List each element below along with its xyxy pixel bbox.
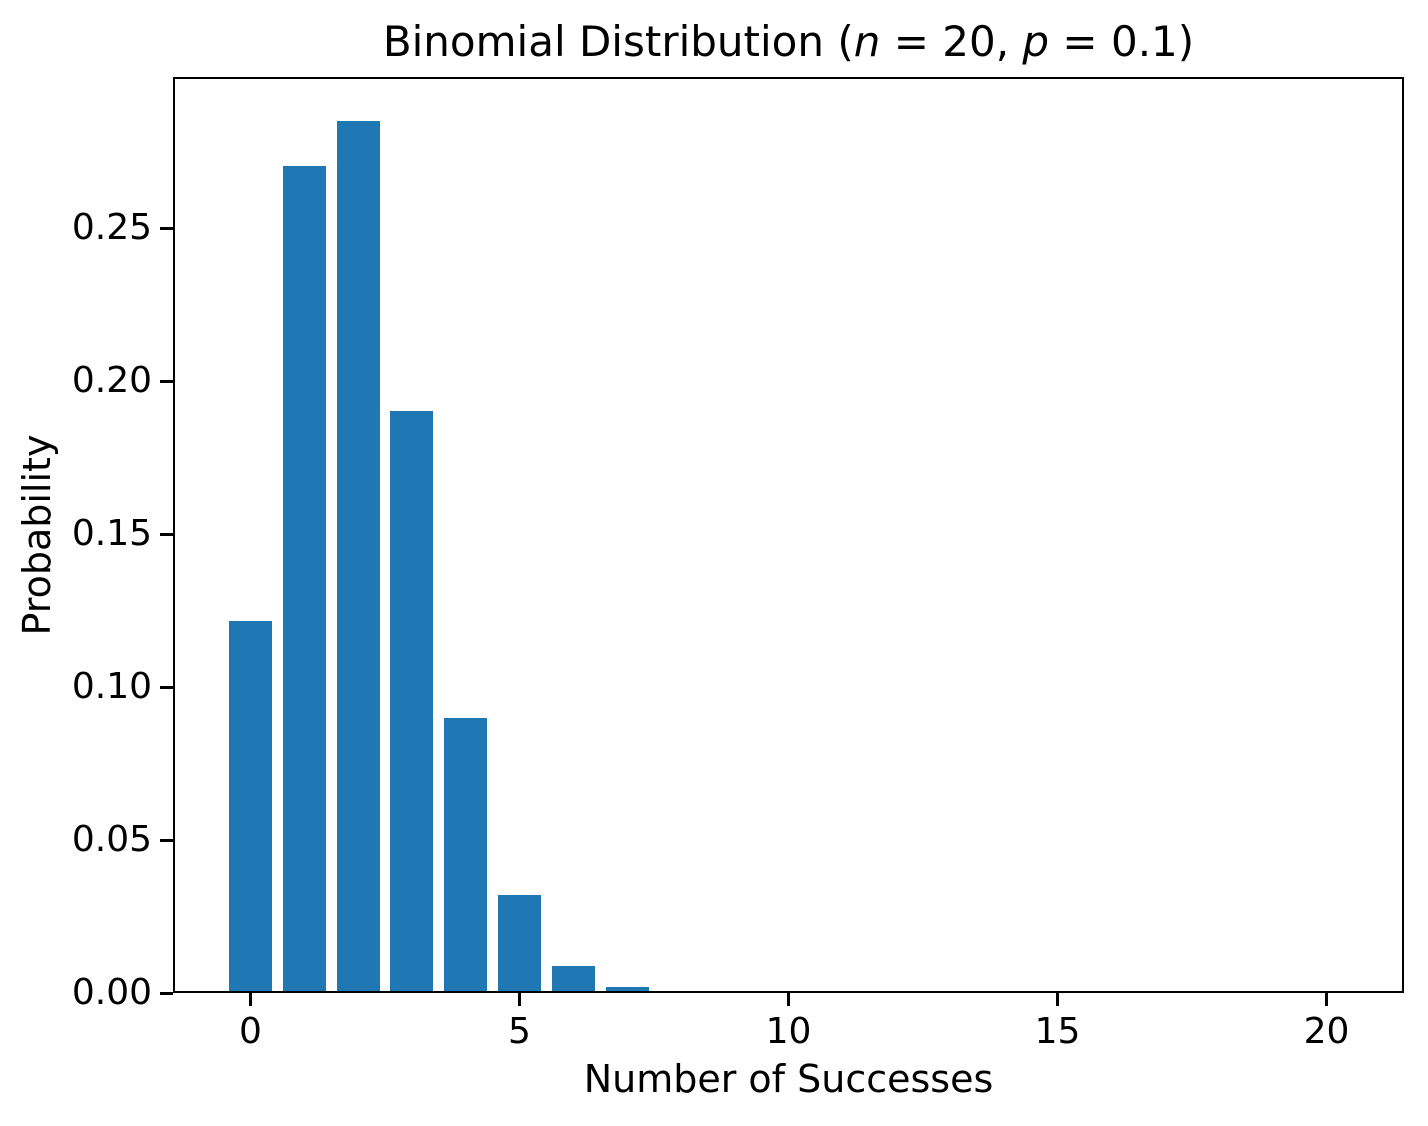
title-math-var: n: [853, 17, 881, 66]
y-axis-label: Probability: [15, 434, 60, 636]
x-axis-label: Number of Successes: [583, 1057, 994, 1101]
y-tick-label: 0.00: [71, 972, 152, 1013]
chart-title: Binomial Distribution (n = 20, p = 0.1): [173, 17, 1404, 66]
x-tick-mark: [787, 993, 790, 1006]
x-tick-label: 10: [765, 1011, 812, 1052]
y-tick-mark: [160, 685, 173, 689]
x-tick-label: 0: [239, 1011, 262, 1052]
title-text: = 20,: [880, 17, 1023, 66]
y-tick-label: 0.25: [71, 207, 152, 249]
y-tick-mark: [160, 991, 173, 995]
title-text: Binomial Distribution (: [382, 17, 854, 66]
y-tick-mark: [160, 226, 173, 230]
y-tick-label: 0.05: [71, 819, 152, 861]
x-tick-mark: [517, 993, 521, 1006]
y-tick-mark: [160, 838, 173, 842]
x-tick-mark: [248, 993, 252, 1006]
title-text: = 0.1): [1049, 17, 1195, 66]
plot-area: [173, 77, 1404, 993]
x-tick-mark: [1056, 993, 1059, 1006]
x-tick-mark: [1325, 993, 1329, 1006]
y-tick-label: 0.20: [71, 360, 152, 402]
y-tick-mark: [160, 379, 173, 383]
y-tick-mark: [160, 532, 173, 536]
x-tick-label: 20: [1303, 1011, 1350, 1052]
y-tick-label: 0.10: [71, 666, 152, 708]
title-math-var: p: [1022, 17, 1050, 66]
x-tick-label: 5: [508, 1011, 531, 1052]
x-tick-label: 15: [1034, 1011, 1081, 1052]
